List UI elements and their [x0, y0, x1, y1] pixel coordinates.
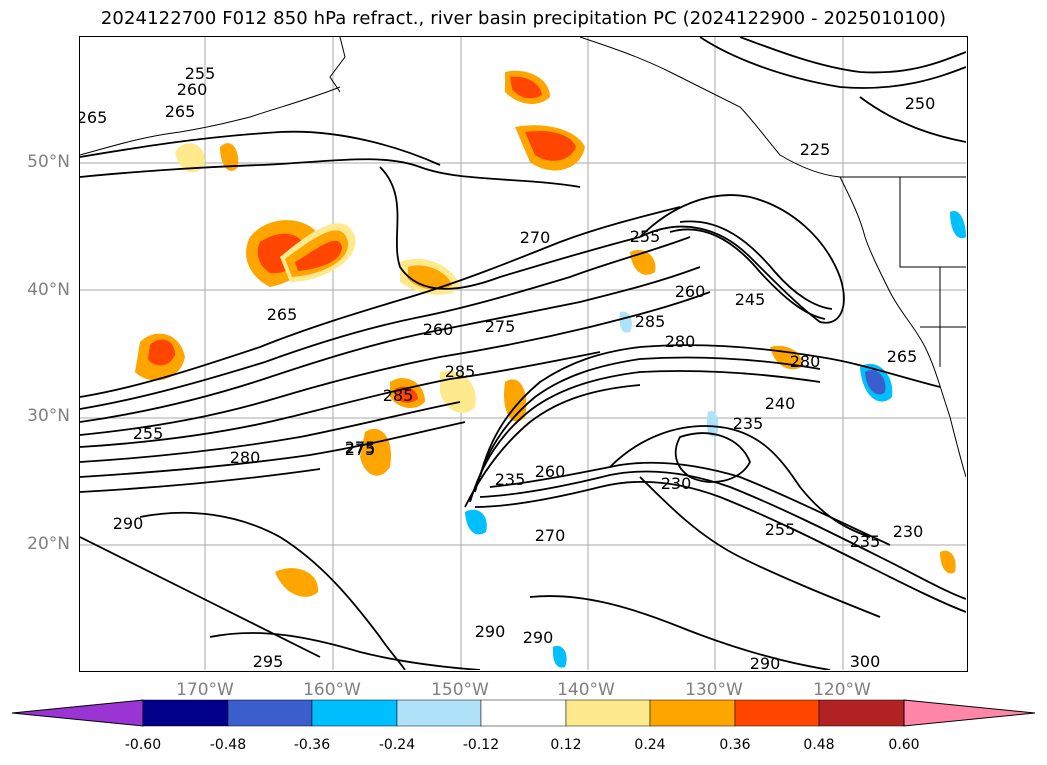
lat-label-20n: 20°N	[27, 534, 70, 554]
colorbar-swatch	[649, 699, 736, 727]
contour-label: 260	[675, 282, 706, 301]
contour-label: 280	[790, 352, 821, 371]
contour-label: 285	[383, 386, 414, 405]
contour-label: 235	[733, 414, 764, 433]
contour-label: 255	[185, 64, 216, 83]
colorbar-tick: 0.36	[719, 737, 751, 753]
contour-label: 250	[905, 94, 936, 113]
contour-label: 300	[850, 652, 881, 670]
colorbar-swatch	[396, 699, 482, 727]
contour-label: 265	[267, 305, 298, 324]
contour-label: 230	[661, 474, 692, 493]
colorbar-tick: 0.24	[634, 737, 666, 753]
colorbar-extend-high	[903, 699, 1036, 727]
contour-label: 265	[887, 347, 918, 366]
contour-label: 255	[133, 424, 164, 443]
lon-label-160w: 160°W	[303, 680, 361, 700]
colorbar-swatch	[818, 699, 905, 727]
lon-label-140w: 140°W	[557, 680, 615, 700]
contour-label: 225	[800, 140, 831, 159]
contour-label: 235	[850, 532, 881, 551]
colorbar-tick: -0.12	[462, 737, 500, 753]
contour-label: 290	[523, 628, 554, 647]
colorbar-extend-low	[11, 699, 144, 727]
contour-label: 255	[630, 227, 661, 246]
colorbar	[11, 699, 1036, 727]
colorbar-tick: 0.48	[803, 737, 835, 753]
colorbar-swatch	[734, 699, 820, 727]
contour-label: 275	[345, 440, 376, 459]
precip-shading	[135, 70, 966, 668]
contour-label: 245	[735, 290, 766, 309]
colorbar-tick: -0.36	[293, 737, 331, 753]
lon-label-170w: 170°W	[176, 680, 234, 700]
lat-label-30n: 30°N	[27, 406, 70, 426]
coastlines	[80, 37, 967, 478]
contour-label: 280	[665, 332, 696, 351]
lon-label-150w: 150°W	[431, 680, 489, 700]
contour-labels: 255 260 265 265 270 255 260 245 285 280 …	[80, 64, 936, 671]
contour-label: 285	[445, 362, 476, 381]
contour-label: 275	[485, 317, 516, 336]
contour-label: 260	[177, 80, 208, 99]
contour-label: 275	[345, 438, 376, 457]
contour-label: 265	[165, 102, 196, 121]
contour-label: 285	[635, 312, 666, 331]
colorbar-swatch	[311, 699, 398, 727]
lat-label-40n: 40°N	[27, 280, 70, 300]
colorbar-tick: -0.24	[378, 737, 416, 753]
contour-label: 255	[765, 520, 796, 539]
contour-label: 230	[893, 522, 924, 541]
colorbar-swatch	[227, 699, 313, 727]
contour-label: 240	[765, 394, 796, 413]
contour-label: 270	[535, 526, 566, 545]
refractivity-contours	[80, 37, 967, 671]
map-title: 2024122700 F012 850 hPa refract., river …	[100, 8, 947, 29]
contour-label: 290	[750, 654, 781, 670]
contour-label: 260	[423, 320, 454, 339]
colorbar-tick: 0.12	[550, 737, 582, 753]
colorbar-tick: -0.48	[209, 737, 247, 753]
contour-label: 295	[253, 652, 284, 670]
colorbar-swatch	[480, 699, 567, 727]
colorbar-swatch	[565, 699, 651, 727]
contour-label: 290	[475, 622, 506, 641]
contour-label: 260	[535, 462, 566, 481]
map-canvas: 255 260 265 265 270 255 260 245 285 280 …	[80, 37, 967, 671]
contour-label: 280	[230, 448, 261, 467]
map-panel: 255 260 265 265 270 255 260 245 285 280 …	[79, 36, 968, 672]
contour-label: 290	[113, 514, 144, 533]
lon-label-130w: 130°W	[685, 680, 743, 700]
colorbar-tick: 0.60	[888, 737, 920, 753]
contour-label: 270	[520, 228, 551, 247]
lon-label-120w: 120°W	[813, 680, 871, 700]
lat-label-50n: 50°N	[27, 152, 70, 172]
contour-label: 265	[80, 108, 107, 127]
colorbar-swatch	[142, 699, 229, 727]
colorbar-tick: -0.60	[124, 737, 162, 753]
contour-label: 235	[495, 470, 526, 489]
